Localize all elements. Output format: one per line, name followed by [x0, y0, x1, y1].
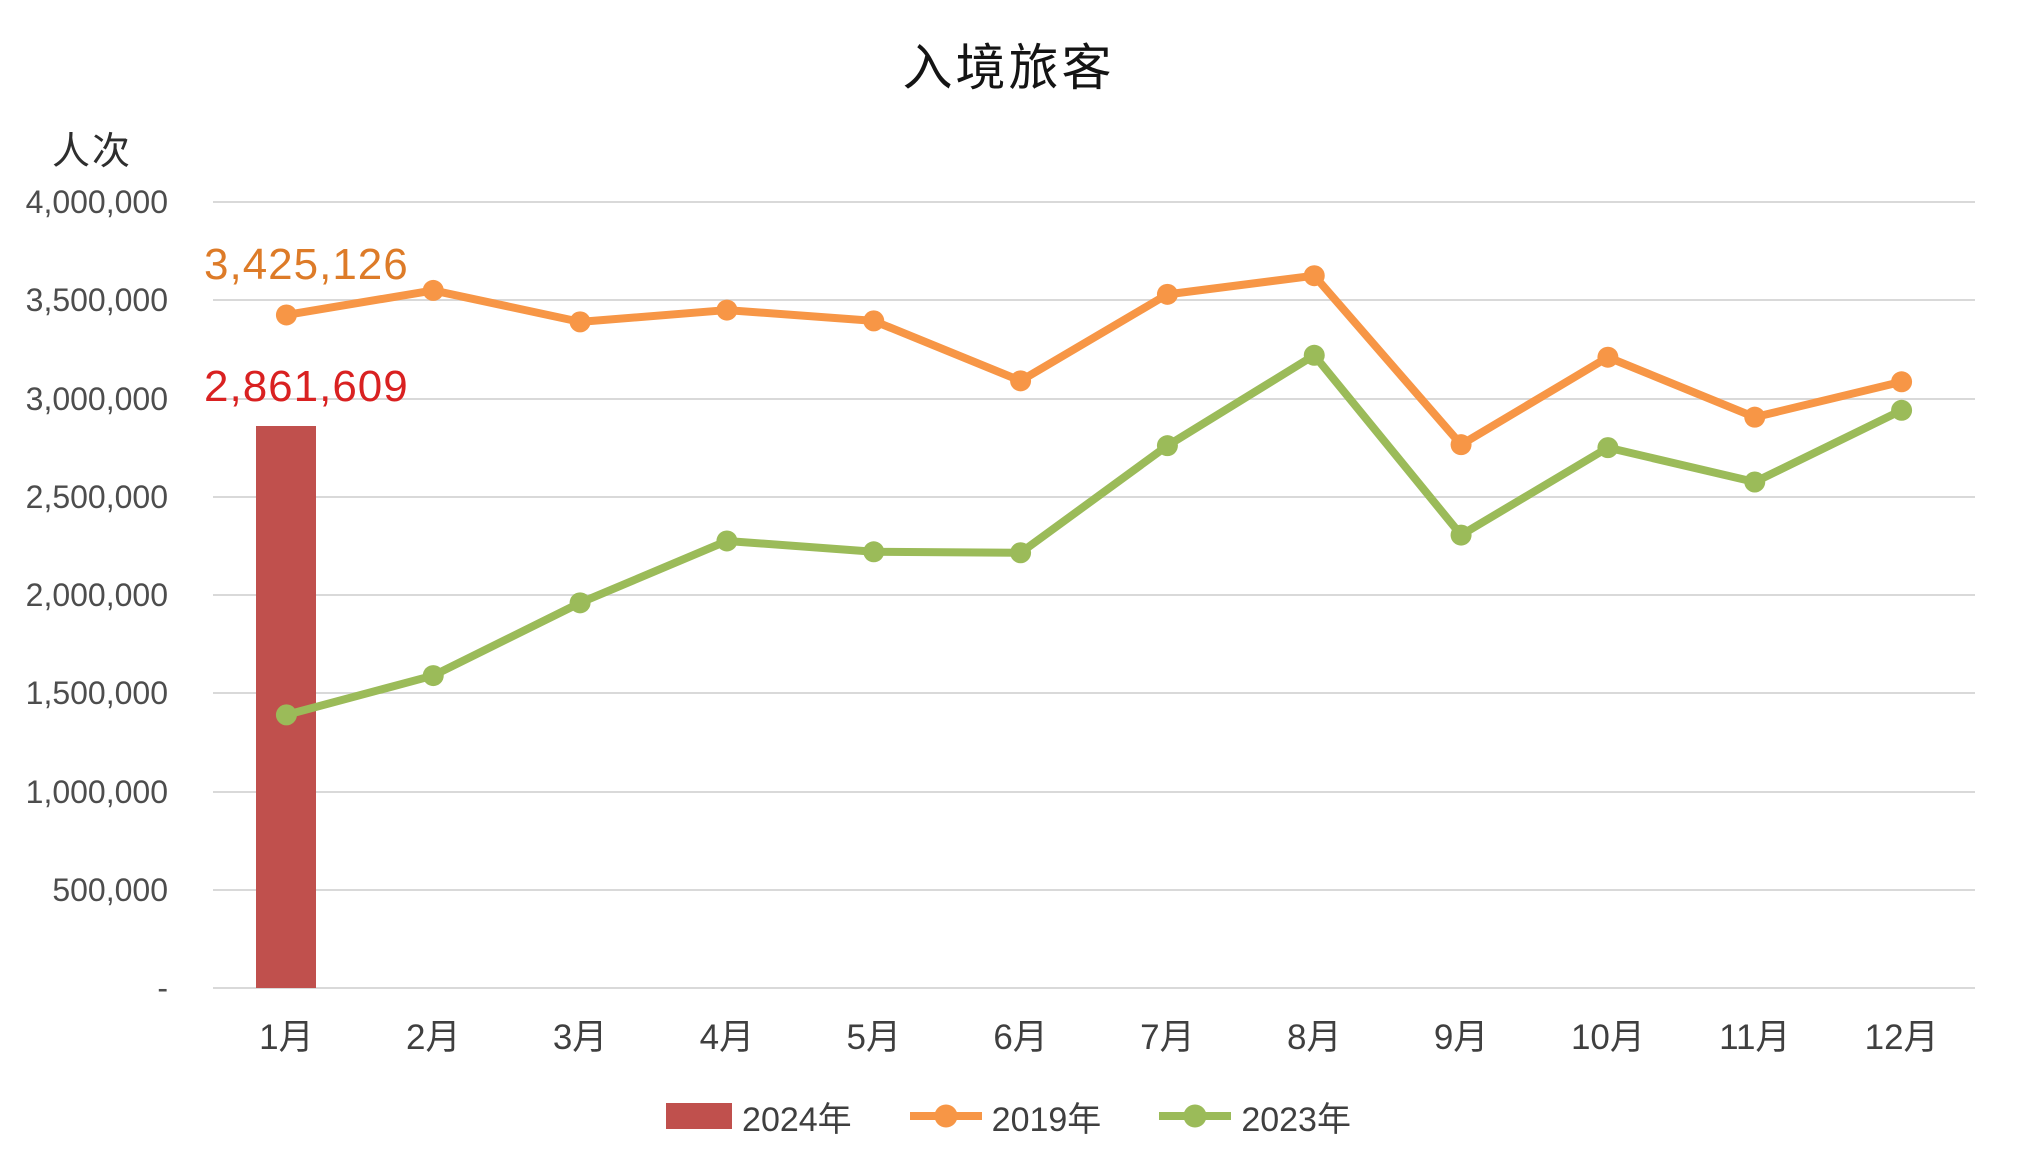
x-axis-label-2: 2月: [406, 1018, 461, 1057]
line-series-svg: [275, 265, 1913, 726]
point-2019年-10月: [1597, 346, 1619, 368]
plot-area: [213, 201, 1975, 989]
data-label-2024-jan: 2,861,609: [204, 362, 409, 411]
chart-title: 入境旅客: [902, 40, 1115, 96]
x-axis-label-3: 3月: [552, 1018, 608, 1057]
point-2019年-2月: [422, 279, 444, 301]
legend-swatch-bar: [666, 1103, 733, 1129]
y-tick-label: 1,500,000: [25, 675, 168, 712]
x-axis-label-8: 8月: [1287, 1018, 1342, 1057]
point-2023年-1月: [275, 704, 297, 726]
point-2019年-1月: [275, 304, 297, 326]
point-2023年-4月: [716, 530, 738, 552]
point-2023年-10月: [1597, 437, 1619, 459]
y-axis-unit-label: 人次: [52, 131, 133, 173]
x-axis-label-7: 7月: [1140, 1018, 1195, 1057]
legend-item-2019年: 2019年: [909, 1092, 1102, 1141]
gridline: [213, 692, 1975, 695]
legend-label: 2019年: [991, 1100, 1102, 1139]
y-tick-label: 3,000,000: [25, 380, 168, 417]
point-2019年-4月: [716, 299, 738, 321]
point-2019年-5月: [863, 310, 885, 332]
gridline: [213, 397, 1975, 400]
legend-label: 2023年: [1241, 1100, 1351, 1139]
point-2023年-11月: [1744, 471, 1766, 493]
x-axis-label-11: 11月: [1719, 1018, 1791, 1057]
point-2023年-5月: [863, 541, 885, 563]
gridline: [213, 790, 1975, 793]
gridline: [213, 594, 1975, 596]
x-axis-label-1: 1月: [259, 1018, 314, 1057]
x-axis-label-10: 10月: [1570, 1018, 1645, 1057]
legend-item-2023年: 2023年: [1159, 1092, 1351, 1141]
point-2023年-2月: [422, 665, 444, 687]
gridline: [213, 987, 1975, 989]
y-tick-label: 2,500,000: [25, 478, 168, 515]
gridline: [213, 201, 1975, 203]
legend: 2024年 2019年 2023年: [0, 1092, 2017, 1140]
y-tick-label: 4,000,000: [25, 184, 168, 220]
y-tick-label: 3,500,000: [25, 282, 168, 319]
legend-swatch-line: [909, 1104, 982, 1128]
legend-label: 2024年: [742, 1100, 852, 1139]
x-axis-label-5: 5月: [846, 1018, 901, 1057]
line-2023年: [285, 351, 1904, 719]
x-axis-label-12: 12月: [1864, 1018, 1939, 1057]
y-tick-label: 2,000,000: [25, 577, 168, 613]
data-label-2019-jan: 3,425,126: [204, 240, 409, 289]
point-2023年-3月: [569, 592, 591, 614]
point-2023年-12月: [1891, 399, 1913, 421]
point-2019年-9月: [1450, 434, 1472, 456]
gridline: [213, 299, 1975, 302]
point-2019年-8月: [1303, 265, 1325, 287]
x-axis-label-9: 9月: [1433, 1018, 1489, 1057]
point-2019年-7月: [1156, 283, 1178, 305]
point-2019年-12月: [1891, 371, 1913, 393]
y-tick-label: 500,000: [52, 871, 168, 908]
y-tick-label: 1,000,000: [25, 773, 168, 810]
legend-item-2024年: 2024年: [666, 1092, 852, 1141]
point-2019年-3月: [569, 311, 591, 333]
line-2019年: [285, 271, 1903, 449]
y-tick-label: -: [157, 970, 168, 1006]
point-2019年-6月: [1010, 370, 1032, 392]
x-axis-label-4: 4月: [699, 1018, 755, 1057]
x-axis-label-6: 6月: [993, 1018, 1048, 1057]
point-2019年-11月: [1744, 406, 1766, 428]
point-2023年-8月: [1303, 344, 1325, 366]
legend-swatch-line: [1159, 1104, 1232, 1128]
point-2023年-9月: [1450, 524, 1472, 546]
point-2023年-7月: [1156, 435, 1178, 457]
point-2023年-6月: [1010, 542, 1032, 564]
gridline: [213, 888, 1975, 891]
